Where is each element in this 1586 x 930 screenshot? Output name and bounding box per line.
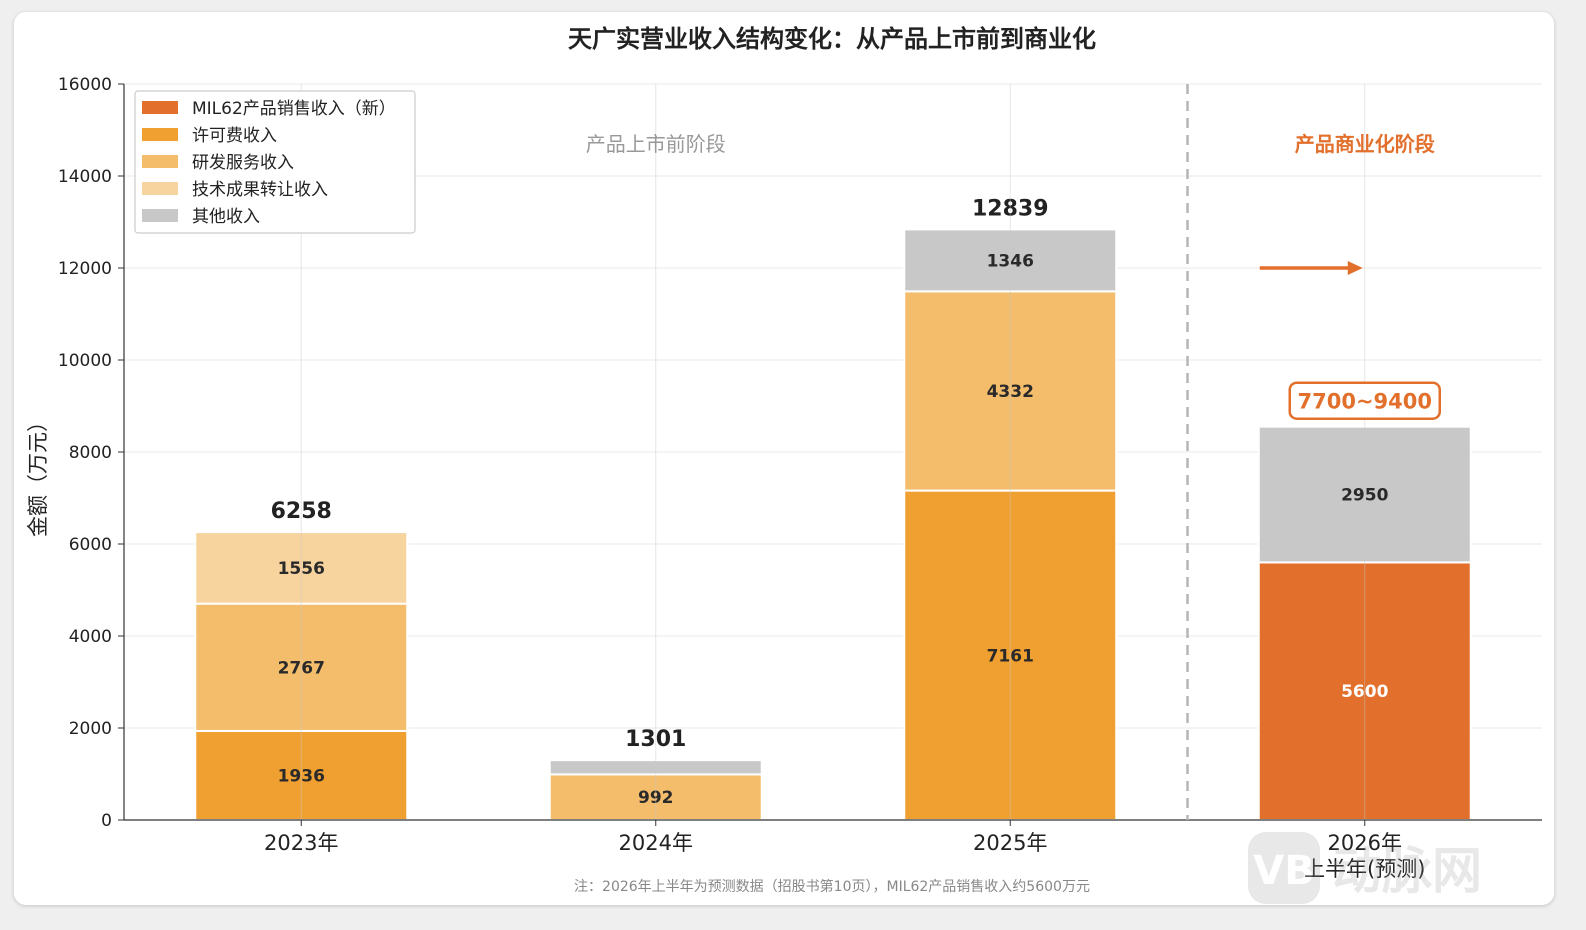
- legend-swatch: [142, 182, 178, 195]
- x-tick-label: 上半年(预测): [1304, 857, 1425, 881]
- y-tick-label: 2000: [69, 719, 112, 739]
- x-tick-label: 2023年: [264, 831, 338, 855]
- y-axis-label: 金额（万元）: [26, 411, 50, 537]
- legend-label: 技术成果转让收入: [192, 180, 328, 200]
- axes-group: 0 2000 4000 6000 8000 10000 12000 14000 16000 202…: [58, 75, 1542, 881]
- legend-swatch: [142, 128, 178, 141]
- y-tick-label: 6000: [69, 535, 112, 555]
- legend-swatch: [142, 209, 178, 222]
- legend-label: 研发服务收入: [192, 153, 294, 173]
- legend-label: MIL62产品销售收入（新）: [192, 99, 396, 119]
- y-tick-label: 0: [101, 811, 112, 831]
- phase-after-label: 产品商业化阶段: [1295, 132, 1435, 156]
- annotations-group: 产品上市前阶段 产品商业化阶段 7700~9400: [586, 84, 1441, 820]
- phase-before-label: 产品上市前阶段: [586, 132, 726, 156]
- bar-segment: [903, 228, 1118, 293]
- segment-label: 1556: [278, 559, 325, 579]
- y-tick-label: 8000: [69, 443, 112, 463]
- phase-arrow-head: [1347, 261, 1363, 275]
- bar-segment: [194, 602, 409, 732]
- segment-label: 7161: [987, 646, 1034, 666]
- y-tick-label: 16000: [58, 75, 112, 95]
- segment-label: 2767: [278, 658, 325, 678]
- chart-card: 天广实营业收入结构变化：从产品上市前到商业化 1936 2767 1556 6258 9…: [14, 12, 1554, 905]
- segment-label: 1936: [278, 766, 325, 786]
- bar-segment: [903, 290, 1118, 492]
- total-label: 12839: [972, 196, 1049, 221]
- segment-label: 1346: [987, 251, 1034, 271]
- x-tick-label: 2024年: [619, 831, 693, 855]
- bar-segment: [548, 759, 763, 776]
- bar-segment: [903, 489, 1118, 821]
- total-label: 1301: [625, 727, 686, 752]
- legend-frame: [134, 90, 416, 234]
- bar-segment: [194, 531, 409, 605]
- x-tick-label: 2025年: [973, 831, 1047, 855]
- y-tick-label: 4000: [69, 627, 112, 647]
- total-label: 6258: [271, 499, 332, 524]
- legend-swatch: [142, 101, 178, 114]
- segment-label: 5600: [1341, 682, 1388, 702]
- forecast-range-label: 7700~9400: [1298, 390, 1433, 414]
- legend-label: 许可费收入: [192, 126, 277, 146]
- bars-group: 1936 2767 1556 6258 992 1301 7161 4332 1346 12839…: [194, 84, 1472, 822]
- y-tick-label: 14000: [58, 167, 112, 187]
- footnote: 注：2026年上半年为预测数据（招股书第10页），MIL62产品销售收入约560…: [574, 878, 1090, 895]
- y-tick-label: 12000: [58, 259, 112, 279]
- segment-label: 2950: [1341, 486, 1388, 506]
- forecast-range-box: [1288, 381, 1441, 420]
- bar-segment: [194, 729, 409, 821]
- chart-svg: 天广实营业收入结构变化：从产品上市前到商业化 1936 2767 1556 6258 9…: [26, 25, 1542, 895]
- segment-label: 4332: [987, 382, 1034, 402]
- chart-title: 天广实营业收入结构变化：从产品上市前到商业化: [568, 25, 1096, 53]
- x-tick-label: 2026年: [1328, 831, 1402, 855]
- segment-label: 992: [638, 788, 674, 808]
- legend-label: 其他收入: [192, 207, 260, 227]
- bar-segment: [1257, 425, 1472, 564]
- y-tick-label: 10000: [58, 351, 112, 371]
- legend-swatch: [142, 155, 178, 168]
